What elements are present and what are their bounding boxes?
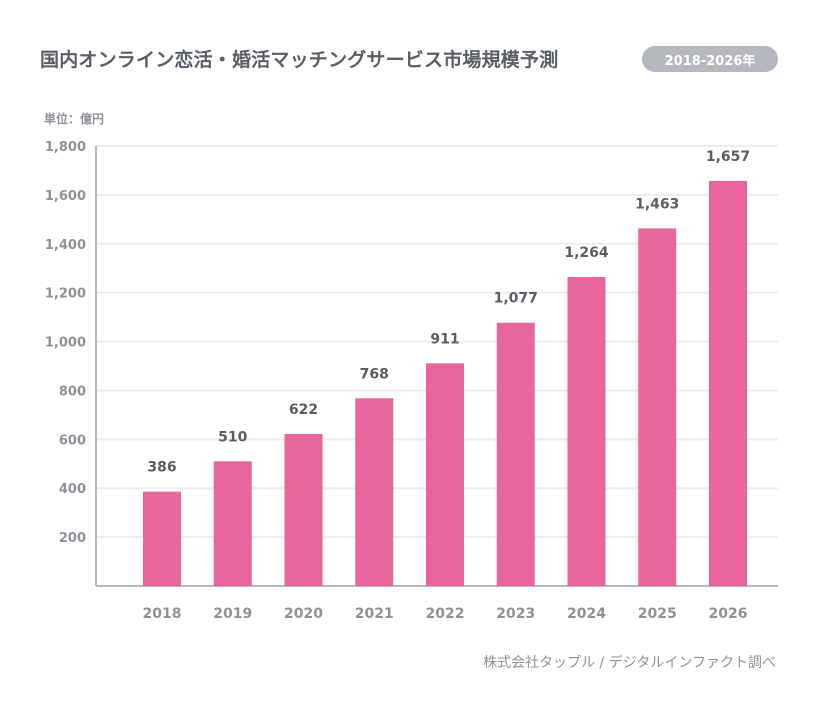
x-tick-label: 2018 xyxy=(143,606,182,622)
x-tick-label: 2025 xyxy=(638,606,677,622)
y-tick-label: 200 xyxy=(59,531,86,546)
period-badge: 2018-2026年 xyxy=(642,46,778,72)
y-tick-label: 1,200 xyxy=(45,287,86,302)
bar xyxy=(355,398,394,586)
unit-label: 単位：億円 xyxy=(44,112,105,126)
data-label: 1,264 xyxy=(564,245,609,261)
bar xyxy=(213,461,252,586)
source-note: 株式会社タップル / デジタルインファクト調べ xyxy=(483,655,776,671)
x-tick-label: 2021 xyxy=(355,606,394,622)
y-tick-label: 800 xyxy=(59,384,86,399)
data-label: 1,463 xyxy=(635,196,679,212)
y-tick-label: 1,000 xyxy=(45,336,86,351)
y-tick-label: 400 xyxy=(59,482,86,497)
bar xyxy=(496,322,535,586)
y-tick-label: 600 xyxy=(59,433,86,448)
y-tick-label: 1,400 xyxy=(45,238,86,253)
chart-title: 国内オンライン恋活・婚活マッチングサービス市場規模予測 xyxy=(40,49,559,71)
x-tick-label: 2023 xyxy=(496,606,535,622)
data-label: 386 xyxy=(147,460,176,476)
bar xyxy=(567,277,606,586)
bar xyxy=(638,228,677,586)
y-tick-label: 1,600 xyxy=(45,189,86,204)
bar xyxy=(709,180,747,586)
data-label: 911 xyxy=(430,331,459,347)
data-label: 1,077 xyxy=(494,291,538,307)
x-tick-label: 2020 xyxy=(284,606,323,622)
x-tick-label: 2024 xyxy=(567,606,606,622)
data-label: 768 xyxy=(360,366,389,382)
x-tick-label: 2026 xyxy=(709,606,748,622)
x-tick-label: 2019 xyxy=(213,606,252,622)
bar xyxy=(426,363,464,586)
y-tick-label: 1,800 xyxy=(45,140,86,155)
x-tick-label: 2022 xyxy=(426,606,465,622)
data-label: 622 xyxy=(289,402,318,418)
bar xyxy=(143,491,181,586)
data-label: 510 xyxy=(218,429,247,445)
bar xyxy=(284,433,323,586)
data-label: 1,657 xyxy=(706,149,750,165)
